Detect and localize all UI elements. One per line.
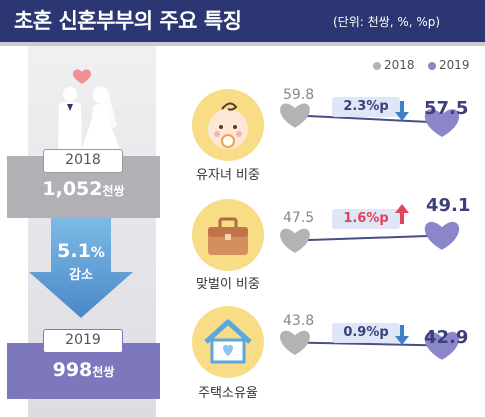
- year-tab-2018: [43, 149, 123, 173]
- row2-trend-line: [294, 341, 443, 347]
- row1-heart-2019: [424, 221, 460, 250]
- row2-value-2019: 42.9: [424, 327, 469, 348]
- row1-value-2018: 47.5: [283, 210, 315, 226]
- row2-change-badge: 0.9%p: [332, 323, 400, 343]
- house-icon: [204, 319, 252, 364]
- row0-value-2019: 57.5: [424, 98, 469, 119]
- year-label-2018: 2018: [65, 152, 101, 168]
- row0-value-2018: 59.8: [283, 87, 315, 103]
- wedding-couple-icon: [58, 69, 124, 160]
- legend-label-2019: 2019: [439, 58, 470, 72]
- value-2018: 1,052천쌍: [42, 178, 125, 200]
- year-tab-2019: [43, 329, 123, 353]
- unit-note: (단위: 천쌍, %, %p): [333, 15, 441, 29]
- title-bar: [0, 0, 485, 46]
- row0-change-badge: 2.3%p: [332, 97, 400, 117]
- row2-heart-2018: [280, 330, 310, 355]
- row1-change-badge: 1.6%p: [332, 209, 400, 229]
- row2-value-2018: 43.8: [283, 313, 315, 329]
- row1-up-arrow-icon: [395, 204, 409, 224]
- year-label-2019: 2019: [65, 332, 101, 348]
- decrease-arrow-icon: [29, 218, 133, 318]
- row0-down-arrow-icon: [395, 101, 409, 121]
- row0-heart-2018: [280, 103, 310, 128]
- row0-heart-2019: [424, 109, 460, 137]
- row1-trend-line: [294, 234, 443, 242]
- legend-dot-2018: [373, 62, 381, 70]
- baby-icon: [208, 102, 248, 149]
- row2-heart-2019: [424, 331, 460, 360]
- row-label-dual-income: 맞벌이 비중: [196, 277, 260, 292]
- change-word: 감소: [69, 268, 93, 283]
- row1-heart-2018: [280, 228, 310, 253]
- row0-trend-line: [294, 114, 443, 124]
- row-label-children: 유자녀 비중: [196, 168, 260, 183]
- page-title: 초혼 신혼부부의 주요 특징: [14, 9, 242, 33]
- change-percent: 5.1%: [57, 240, 105, 262]
- legend-dot-2019: [428, 62, 436, 70]
- row-label-home-ownership: 주택소유율: [198, 386, 258, 401]
- row2-down-arrow-icon: [395, 325, 409, 345]
- legend-label-2018: 2018: [384, 58, 415, 72]
- briefcase-icon: [208, 217, 248, 255]
- value-2019: 998천쌍: [52, 359, 115, 381]
- row1-value-2019: 49.1: [426, 195, 471, 216]
